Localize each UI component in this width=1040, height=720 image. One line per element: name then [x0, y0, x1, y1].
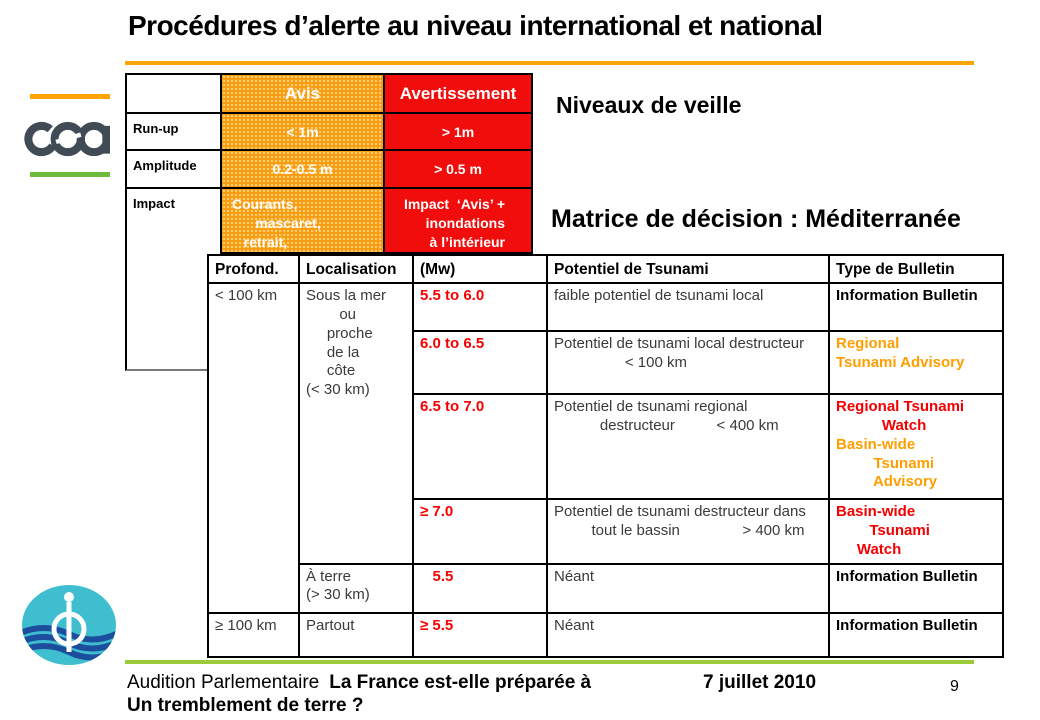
dm-potentiel-5: Néant [546, 562, 830, 614]
footer-prefix: Audition Parlementaire [127, 672, 320, 693]
page-number: 9 [950, 678, 959, 695]
dm-row-6: ≥ 100 km Partout ≥ 5.5 Néant Information… [207, 611, 1004, 658]
dm-header-mw: (Mw) [412, 253, 548, 285]
wl-header-avertissement: Avertissement [383, 73, 533, 112]
cea-logo-green-bar [30, 172, 110, 177]
dm-profond-lt100: < 100 km [207, 282, 300, 614]
footer-title-line1: La France est-elle préparée à [329, 672, 592, 693]
wl-amplitude-avertissement: > 0.5 m [383, 149, 533, 187]
heading-niveaux-de-veille: Niveaux de veille [556, 92, 742, 118]
dm-mw-3: 6.5 to 7.0 [412, 393, 548, 501]
slide-title: Procédures d’alerte au niveau internatio… [128, 10, 823, 41]
footer-date: 7 juillet 2010 [703, 672, 817, 693]
dm-loc-sous-la-mer: Sous la mer ou proche de la côte (< 30 k… [298, 282, 414, 565]
wl-runup-avis: < 1m [220, 112, 383, 149]
footer-line1: Audition Parlementaire La France est-elle… [127, 672, 591, 694]
dm-potentiel-2: Potentiel de tsunami local destructeur <… [546, 330, 830, 396]
dm-potentiel-6: Néant [546, 611, 830, 658]
dm-bulletin-3-orange: Basin-wide Tsunami Advisory [836, 435, 938, 491]
dm-profond-gte100: ≥ 100 km [207, 611, 300, 658]
dm-row-4: ≥ 7.0 Potentiel de tsunami destructeur d… [208, 498, 1004, 565]
dm-loc-a-terre: À terre (> 30 km) [298, 562, 414, 614]
wl-runup-avertissement: > 1m [383, 112, 533, 149]
wl-label-impact: Impact [125, 187, 220, 371]
dm-mw-5: 5.5 [412, 562, 548, 614]
ioc-unesco-logo-icon [20, 584, 118, 673]
wl-header-avis: Avis [220, 73, 383, 112]
wl-amplitude-avis: 0.2-0.5 m [220, 149, 383, 187]
dm-mw-4: ≥ 7.0 [412, 498, 548, 565]
dm-header-potentiel: Potentiel de Tsunami [546, 253, 830, 285]
heading-matrice-decision: Matrice de décision : Méditerranée [551, 205, 961, 233]
dm-bulletin-4: Basin-wide Tsunami Watch [836, 503, 930, 558]
dm-bulletin-6: Information Bulletin [836, 616, 978, 634]
wl-corner-cell [125, 73, 220, 112]
dm-potentiel-3: Potentiel de tsunami regional destructeu… [546, 393, 830, 501]
dm-mw-2: 6.0 to 6.5 [412, 330, 548, 396]
dm-row-5: À terre (> 30 km) 5.5 Néant Information … [208, 562, 1004, 614]
dm-bulletin-1: Information Bulletin [836, 287, 978, 305]
footer-title-line2: Un tremblement de terre ? [127, 695, 364, 716]
wl-label-runup: Run-up [125, 112, 220, 149]
dm-bulletin-3-red: Regional Tsunami Watch [836, 398, 965, 435]
dm-bulletin-5: Information Bulletin [836, 567, 978, 585]
dm-bulletin-2: Regional Tsunami Advisory [836, 335, 965, 372]
decision-matrix-table: Profond. Localisation (Mw) Potentiel de … [207, 253, 1004, 658]
dm-loc-partout: Partout [298, 611, 414, 658]
dm-potentiel-4: Potentiel de tsunami destructeur dans to… [546, 498, 830, 565]
dm-header-localisation: Localisation [298, 253, 414, 285]
cea-logo-orange-bar [30, 94, 110, 99]
dm-header-row: Profond. Localisation (Mw) Potentiel de … [207, 253, 1004, 285]
dm-header-profond: Profond. [207, 253, 300, 285]
watch-levels-table: Avis Avertissement Run-up < 1m > 1m Ampl… [125, 73, 533, 373]
dm-row-2: 6.0 to 6.5 Potentiel de tsunami local de… [208, 330, 1004, 396]
wl-label-amplitude: Amplitude [125, 149, 220, 187]
footer-rule [125, 660, 974, 664]
dm-mw-1: 5.5 to 6.0 [412, 282, 548, 333]
dm-header-bulletin: Type de Bulletin [828, 253, 1004, 285]
wl-impact-avertissement: Impact ‘Avis’ + inondations à l’intérieu… [383, 187, 533, 254]
dm-potentiel-1: faible potentiel de tsunami local [546, 282, 830, 333]
dm-row-3: 6.5 to 7.0 Potentiel de tsunami regional… [208, 393, 1004, 501]
dm-mw-6: ≥ 5.5 [412, 611, 548, 658]
cea-logo-icon [24, 110, 112, 173]
wl-impact-avis: Courants, mascaret, retrait, [220, 187, 383, 254]
dm-row-1: < 100 km Sous la mer ou proche de la côt… [207, 282, 1004, 614]
title-underline [125, 61, 974, 65]
